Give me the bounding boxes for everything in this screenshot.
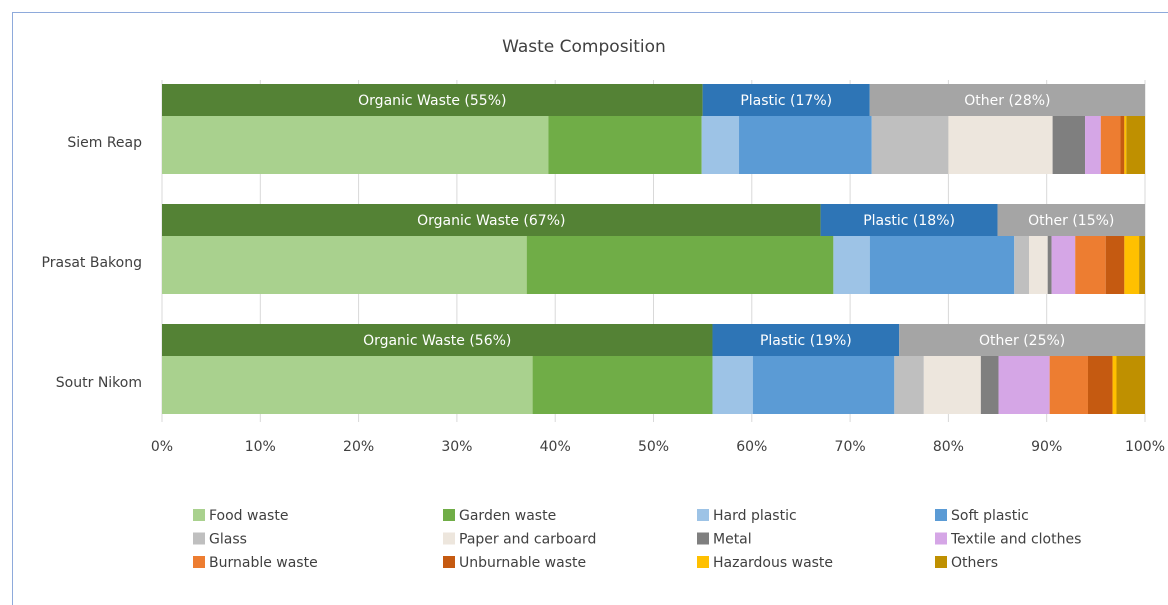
summary-label: Plastic (17%) — [740, 93, 832, 109]
summary-label: Organic Waste (67%) — [417, 213, 565, 229]
summary-label: Other (25%) — [979, 333, 1065, 349]
legend-label: Garden waste — [459, 508, 556, 524]
chart-title: Waste Composition — [502, 37, 666, 57]
bar — [1124, 236, 1140, 294]
bar — [1112, 356, 1117, 414]
bar — [712, 356, 753, 414]
bar — [1049, 356, 1088, 414]
bar — [1051, 236, 1076, 294]
summary-bar — [869, 84, 1145, 116]
summary-bar — [899, 324, 1145, 356]
summary-label: Plastic (19%) — [760, 333, 852, 349]
x-tick-label: 90% — [1031, 439, 1062, 455]
x-tick-label: 60% — [736, 439, 767, 455]
y-tick-label: Soutr Nikom — [56, 375, 142, 391]
legend-label: Metal — [713, 532, 752, 548]
bar — [526, 236, 834, 294]
legend-swatch — [935, 509, 947, 521]
legend-label: Textile and clothes — [950, 532, 1081, 548]
bar — [162, 356, 533, 414]
x-tick-label: 20% — [343, 439, 374, 455]
legend-label: Paper and carboard — [459, 532, 596, 548]
legend-label: Burnable waste — [209, 555, 318, 571]
x-tick-label: 0% — [151, 439, 173, 455]
bar — [998, 356, 1050, 414]
legend-label: Soft plastic — [951, 508, 1029, 524]
bar — [548, 116, 702, 174]
bar — [1085, 116, 1101, 174]
bar — [1100, 116, 1121, 174]
legend-label: Unburnable waste — [459, 555, 586, 571]
bar — [162, 116, 549, 174]
bar — [948, 116, 1053, 174]
bar — [1029, 236, 1048, 294]
bar — [1120, 116, 1125, 174]
legend-swatch — [443, 556, 455, 568]
bar — [1014, 236, 1030, 294]
summary-bar — [702, 84, 870, 116]
bar — [1047, 236, 1052, 294]
summary-bar — [162, 84, 703, 116]
legend-swatch — [935, 556, 947, 568]
x-tick-label: 50% — [638, 439, 669, 455]
legend-label: Others — [951, 555, 998, 571]
x-tick-label: 70% — [835, 439, 866, 455]
x-tick-label: 80% — [933, 439, 964, 455]
bar — [739, 116, 872, 174]
bar — [871, 116, 949, 174]
summary-label: Plastic (18%) — [863, 213, 955, 229]
bar — [1116, 356, 1145, 414]
x-tick-label: 100% — [1125, 439, 1165, 455]
bar — [1052, 116, 1086, 174]
bar — [701, 116, 740, 174]
x-tick-label: 40% — [540, 439, 571, 455]
legend-swatch — [697, 509, 709, 521]
summary-label: Other (15%) — [1028, 213, 1114, 229]
legend-label: Hazardous waste — [713, 555, 833, 571]
summary-bar — [712, 324, 900, 356]
bar — [752, 356, 895, 414]
legend-label: Glass — [209, 532, 247, 548]
legend-swatch — [697, 556, 709, 568]
bar — [1139, 236, 1145, 294]
summary-label: Organic Waste (56%) — [363, 333, 511, 349]
bar — [1105, 236, 1125, 294]
summary-label: Other (28%) — [964, 93, 1050, 109]
bar — [1126, 116, 1145, 174]
bar — [162, 236, 527, 294]
y-tick-label: Siem Reap — [67, 135, 142, 151]
x-tick-label: 30% — [441, 439, 472, 455]
bar — [833, 236, 870, 294]
summary-bar — [162, 204, 821, 236]
legend-swatch — [443, 532, 455, 545]
legend-label: Food waste — [209, 508, 288, 524]
bar — [1087, 356, 1113, 414]
legend-swatch — [193, 532, 205, 545]
y-tick-label: Prasat Bakong — [42, 255, 142, 271]
bar — [894, 356, 924, 414]
x-tick-label: 10% — [245, 439, 276, 455]
bar — [980, 356, 999, 414]
legend-swatch — [935, 532, 947, 545]
bar — [1124, 116, 1127, 174]
bar — [923, 356, 981, 414]
legend-label: Hard plastic — [713, 508, 797, 524]
bar — [869, 236, 1015, 294]
summary-bar — [820, 204, 998, 236]
legend-swatch — [193, 556, 205, 568]
bar — [532, 356, 713, 414]
summary-bar — [997, 204, 1145, 236]
bar — [1075, 236, 1106, 294]
summary-label: Organic Waste (55%) — [358, 93, 506, 109]
legend-swatch — [443, 509, 455, 521]
legend-swatch — [697, 532, 709, 545]
legend-swatch — [193, 509, 205, 521]
summary-bar — [162, 324, 713, 356]
